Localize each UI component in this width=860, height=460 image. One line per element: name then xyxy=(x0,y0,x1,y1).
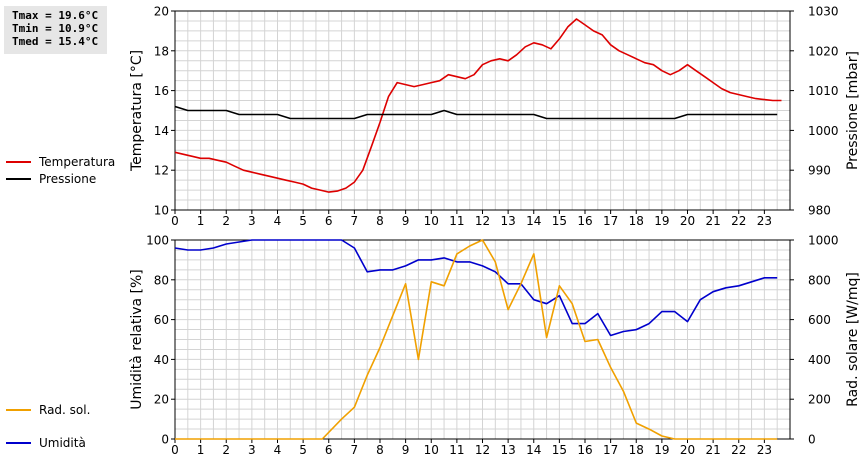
top-y-tick-label: 14 xyxy=(154,124,169,138)
top-y2-axis-title: Pressione [mbar] xyxy=(845,51,860,170)
bottom-y-axis-title: Umidità relativa [%] xyxy=(129,269,145,410)
bottom-x-tick-label: 9 xyxy=(402,443,410,457)
bottom-y-tick-label: 0 xyxy=(161,433,169,447)
bottom-x-tick-label: 10 xyxy=(424,443,439,457)
top-x-tick-label: 4 xyxy=(274,214,282,228)
top-x-tick-label: 0 xyxy=(171,214,179,228)
bottom-x-tick-label: 1 xyxy=(197,443,205,457)
bottom-x-tick-label: 21 xyxy=(705,443,720,457)
top-x-tick-label: 3 xyxy=(248,214,256,228)
bottom-x-tick-label: 18 xyxy=(629,443,644,457)
legend-temperature: Temperatura xyxy=(6,154,115,170)
bottom-series-line-radiation xyxy=(175,239,778,440)
bottom-series-line-humidity xyxy=(174,239,778,337)
top-x-tick-label: 19 xyxy=(654,214,669,228)
top-x-tick-label: 16 xyxy=(577,214,592,228)
bottom-y2-tick-label: 800 xyxy=(808,273,831,287)
legend-humidity: Umidità xyxy=(6,435,86,451)
top-x-tick-label: 14 xyxy=(526,214,541,228)
top-y2-tick-label: 1030 xyxy=(808,5,839,19)
legend-swatch-pressure xyxy=(6,178,31,180)
stat-tmax: Tmax = 19.6°C xyxy=(12,9,99,22)
top-y-tick-label: 18 xyxy=(154,44,169,58)
bottom-x-tick-label: 12 xyxy=(475,443,490,457)
top-y-tick-label: 10 xyxy=(154,204,169,218)
legend-swatch-temperature xyxy=(6,161,31,163)
top-x-tick-label: 5 xyxy=(299,214,307,228)
legend-label-temperature: Temperatura xyxy=(39,155,116,169)
bottom-x-tick-label: 0 xyxy=(171,443,179,457)
top-y-tick-label: 12 xyxy=(154,164,169,178)
top-x-tick-label: 7 xyxy=(351,214,359,228)
stat-tmin: Tmin = 10.9°C xyxy=(12,22,99,35)
legend-label-radiation: Rad. sol. xyxy=(39,403,91,417)
bottom-y-tick-label: 100 xyxy=(146,234,169,248)
bottom-x-tick-label: 7 xyxy=(351,443,359,457)
legend-label-pressure: Pressione xyxy=(39,172,97,186)
legend-swatch-radiation xyxy=(6,409,31,411)
top-x-tick-label: 9 xyxy=(402,214,410,228)
bottom-x-tick-label: 19 xyxy=(654,443,669,457)
top-x-tick-label: 22 xyxy=(731,214,746,228)
top-x-tick-label: 12 xyxy=(475,214,490,228)
bottom-x-tick-label: 20 xyxy=(680,443,695,457)
bottom-x-tick-label: 15 xyxy=(552,443,567,457)
legend-swatch-humidity xyxy=(6,442,31,444)
legend-label-humidity: Umidità xyxy=(39,436,86,450)
bottom-x-tick-label: 17 xyxy=(603,443,618,457)
bottom-x-tick-label: 13 xyxy=(500,443,515,457)
bottom-y2-tick-label: 1000 xyxy=(808,234,839,248)
top-y-tick-label: 20 xyxy=(154,5,169,19)
bottom-x-tick-label: 6 xyxy=(325,443,333,457)
bottom-y-tick-label: 20 xyxy=(154,393,169,407)
top-series-line-temperature xyxy=(174,18,782,193)
top-y2-tick-label: 1020 xyxy=(808,44,839,58)
bottom-y2-tick-label: 400 xyxy=(808,353,831,367)
bottom-x-tick-label: 14 xyxy=(526,443,541,457)
bottom-x-tick-label: 3 xyxy=(248,443,256,457)
top-x-tick-label: 18 xyxy=(629,214,644,228)
top-x-tick-label: 20 xyxy=(680,214,695,228)
stat-tmed: Tmed = 15.4°C xyxy=(12,35,99,48)
top-x-tick-label: 2 xyxy=(222,214,230,228)
bottom-x-tick-label: 4 xyxy=(274,443,282,457)
top-y2-tick-label: 1000 xyxy=(808,124,839,138)
stats-box: Tmax = 19.6°C Tmin = 10.9°C Tmed = 15.4°… xyxy=(4,6,107,54)
bottom-x-tick-label: 16 xyxy=(577,443,592,457)
bottom-x-tick-label: 23 xyxy=(757,443,772,457)
top-series-line-pressure xyxy=(174,105,778,120)
legend-pressure: Pressione xyxy=(6,171,96,187)
top-x-tick-label: 15 xyxy=(552,214,567,228)
top-x-tick-label: 23 xyxy=(757,214,772,228)
top-y-axis-title: Temperatura [°C] xyxy=(129,50,145,172)
top-x-tick-label: 6 xyxy=(325,214,333,228)
top-x-tick-label: 8 xyxy=(376,214,384,228)
top-x-tick-label: 13 xyxy=(500,214,515,228)
bottom-y2-tick-label: 600 xyxy=(808,313,831,327)
top-y-tick-label: 16 xyxy=(154,84,169,98)
bottom-x-tick-label: 2 xyxy=(222,443,230,457)
top-x-tick-label: 21 xyxy=(705,214,720,228)
top-x-tick-label: 1 xyxy=(197,214,205,228)
bottom-x-tick-label: 11 xyxy=(449,443,464,457)
bottom-x-tick-label: 5 xyxy=(299,443,307,457)
bottom-y-tick-label: 80 xyxy=(154,273,169,287)
bottom-x-tick-label: 8 xyxy=(376,443,384,457)
top-y2-tick-label: 990 xyxy=(808,164,831,178)
legend-radiation: Rad. sol. xyxy=(6,402,90,418)
top-y2-tick-label: 980 xyxy=(808,204,831,218)
top-y2-tick-label: 1010 xyxy=(808,84,839,98)
bottom-y-tick-label: 60 xyxy=(154,313,169,327)
bottom-y2-tick-label: 0 xyxy=(808,433,816,447)
bottom-x-tick-label: 22 xyxy=(731,443,746,457)
bottom-y-tick-label: 40 xyxy=(154,353,169,367)
top-x-tick-label: 11 xyxy=(449,214,464,228)
top-x-tick-label: 10 xyxy=(424,214,439,228)
top-x-tick-label: 17 xyxy=(603,214,618,228)
bottom-y2-axis-title: Rad. solare [W/mq] xyxy=(845,272,860,407)
bottom-y2-tick-label: 200 xyxy=(808,393,831,407)
